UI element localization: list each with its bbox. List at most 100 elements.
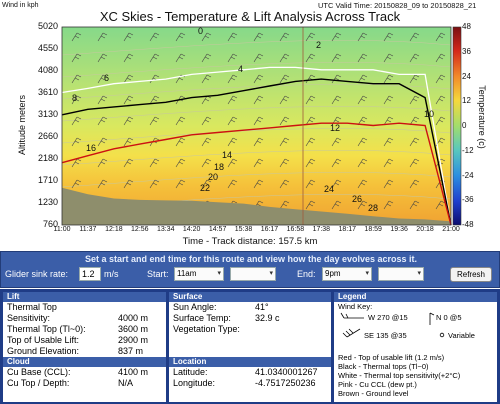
wind-barb — [357, 95, 368, 105]
thermal-sensitivity-line — [61, 66, 452, 226]
location-panel-header: Location — [169, 357, 331, 367]
wind-barb — [409, 95, 420, 105]
surface-panel: Surface Sun Angle: 41° Surface Temp: 32.9 c… — [169, 292, 331, 402]
usable-lift-line — [61, 122, 452, 226]
y-tick-label: 760 — [42, 219, 58, 229]
legend-panel: Legend Wind Key: W 270 @15 N 0 @5 SE 135… — [334, 292, 497, 402]
end-hour-select[interactable]: 9pm ▾ — [322, 267, 372, 281]
wind-barb — [175, 32, 186, 42]
info-row-label: Longitude: — [173, 378, 216, 388]
wind-barb — [123, 74, 134, 84]
info-row-label: Thermal Top — [7, 302, 57, 312]
legend-line: Red - Top of usable lift (1.2 m/s) — [338, 353, 445, 362]
plot-background — [62, 27, 451, 225]
x-tick-label: 12:18 — [105, 226, 123, 233]
wind-barb — [149, 53, 160, 63]
info-row-value: 2900 m — [118, 335, 149, 345]
info-row: Top of Usable Lift: 2900 m — [3, 335, 166, 346]
info-row-label: Cu Top / Depth: — [7, 378, 70, 388]
wind-barb — [435, 116, 446, 126]
x-tick-label: 17:38 — [312, 226, 331, 233]
y-tick-label: 5020 — [37, 21, 58, 31]
info-row-label: Cu Base (CCL): — [7, 367, 71, 377]
chevron-down-icon: ▾ — [365, 270, 369, 277]
wind-barb — [383, 53, 394, 63]
info-row: Thermal Top (Tl~0): 3600 m — [3, 324, 166, 335]
chevron-down-icon: ▾ — [217, 270, 221, 277]
x-tick-label: 11:00 — [53, 226, 71, 233]
sink-rate-input[interactable]: 1.2 — [79, 267, 101, 281]
info-row-label: Sun Angle: — [173, 302, 217, 312]
lift-panel: Lift Thermal Top Sensitivity: 4000 m Therma… — [3, 292, 166, 402]
wind-barb — [175, 137, 186, 147]
wind-barb — [279, 158, 290, 168]
wind-barb — [201, 32, 212, 42]
wind-barb — [71, 95, 82, 105]
wind-barb — [357, 32, 368, 42]
end-hour-value: 9pm — [325, 269, 341, 278]
wind-barb — [435, 74, 446, 84]
wind-barb — [123, 32, 134, 42]
info-row: Ground Elevation: 837 m — [3, 346, 166, 357]
wind-barb — [279, 137, 290, 147]
wind-barb — [71, 116, 82, 126]
colorbar-tick-label: -36 — [462, 195, 474, 205]
wind-barb — [383, 95, 394, 105]
wind-barb — [253, 74, 264, 84]
colorbar — [452, 26, 462, 226]
wind-barb — [305, 179, 316, 189]
wind-barb — [201, 179, 212, 189]
info-row-label: Thermal Top (Tl~0): — [7, 324, 86, 334]
x-tick-label: 14:57 — [208, 226, 227, 233]
wind-barb — [227, 95, 238, 105]
wind-barb — [409, 53, 420, 63]
wind-barb — [201, 137, 212, 147]
wind-barb — [149, 32, 160, 42]
wind-barb — [331, 95, 342, 105]
wind-barb — [357, 53, 368, 63]
wind-barb — [357, 74, 368, 84]
info-row: Sun Angle: 41° — [169, 302, 331, 313]
info-row-value: 41° — [255, 302, 269, 312]
chart-title: XC Skies - Temperature & Lift Analysis A… — [99, 9, 401, 24]
wind-barb — [305, 32, 316, 42]
isotherm-label: 2 — [316, 40, 321, 50]
chevron-down-icon: ▾ — [417, 270, 421, 277]
wind-barb — [279, 179, 290, 189]
legend-line: Brown - Ground level — [338, 389, 409, 398]
wind-barb — [71, 179, 82, 189]
wind-barb — [357, 137, 368, 147]
info-row: Thermal Top — [3, 302, 166, 313]
info-row: Sensitivity: 4000 m — [3, 313, 166, 324]
wind-barb — [253, 32, 264, 42]
end-minute-select[interactable]: ▾ — [378, 267, 424, 281]
start-hour-select[interactable]: 11am ▾ — [174, 267, 224, 281]
wind-barb — [383, 158, 394, 168]
isotherm-label: 6 — [104, 73, 109, 83]
start-minute-select[interactable]: ▾ — [230, 267, 276, 281]
cloud-rows: Cu Base (CCL): 4100 m Cu Top / Depth: N/A — [3, 367, 166, 389]
wind-barb — [331, 179, 342, 189]
wind-barb — [279, 32, 290, 42]
cloud-panel-header: Cloud — [3, 357, 166, 367]
refresh-button[interactable]: Refresh — [450, 267, 492, 282]
wind-barb — [201, 116, 212, 126]
isotherm-label: 0 — [198, 26, 203, 36]
isotherm-label: 12 — [330, 123, 340, 133]
wind-barb — [149, 179, 160, 189]
isotherm-label: 18 — [214, 162, 224, 172]
wind-barb — [279, 74, 290, 84]
wind-barb — [279, 53, 290, 63]
wind-barb — [149, 116, 160, 126]
legend-line: White - Thermal top sensitivity(+2°C) — [338, 371, 461, 380]
surface-spacer — [169, 335, 331, 357]
wind-barb — [331, 74, 342, 84]
wind-barb — [383, 200, 394, 210]
wind-barb — [227, 137, 238, 147]
wind-barb — [305, 53, 316, 63]
colorbar-tick-label: 0 — [462, 121, 467, 130]
wind-barb — [409, 158, 420, 168]
info-row-value: 837 m — [118, 346, 144, 356]
start-hour-value: 11am — [177, 269, 197, 278]
x-tick-label: 19:36 — [390, 226, 408, 233]
